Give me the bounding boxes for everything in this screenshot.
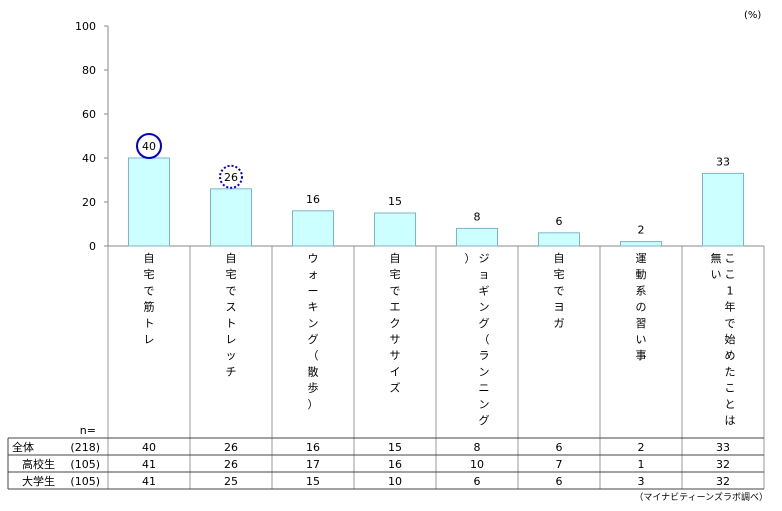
table-cell: 26: [224, 458, 238, 471]
table-cell: 15: [306, 475, 320, 488]
category-label: 自宅でエクササイズ: [390, 252, 401, 395]
unit-label: (%): [744, 10, 762, 21]
table-cell: 15: [388, 441, 402, 454]
n-label: n=: [80, 424, 96, 437]
data-label: 16: [306, 193, 320, 206]
source-note: （マイナビティーンズラボ調べ）: [634, 493, 768, 503]
bar: [456, 227, 498, 247]
table-cell: 16: [306, 441, 320, 454]
table-row-n: (218): [70, 441, 100, 454]
table-cell: 1: [638, 458, 645, 471]
table-row-n: (105): [70, 458, 100, 471]
y-tick-label: 40: [82, 152, 96, 165]
table-cell: 7: [556, 458, 563, 471]
table-row-label: 大学生: [22, 474, 55, 488]
data-label: 8: [474, 210, 481, 223]
bar: [128, 157, 170, 247]
table-cell: 6: [556, 441, 563, 454]
category-label: ジョギング（ランニング: [479, 252, 490, 427]
category-label: 自宅で筋トレ: [144, 252, 155, 346]
y-tick-label: 0: [89, 240, 96, 253]
category-label: 運動系の習い事: [636, 252, 647, 362]
y-tick-label: 60: [82, 108, 96, 121]
table-cell: 25: [224, 475, 238, 488]
category-label: ウォーキング（散歩）: [308, 252, 319, 411]
category-label: 自宅でヨガ: [554, 252, 565, 330]
bar: [620, 241, 662, 247]
table-cell: 32: [716, 458, 730, 471]
table-cell: 26: [224, 441, 238, 454]
table-cell: 8: [474, 441, 481, 454]
table-cell: 41: [142, 475, 156, 488]
table-row-label: 全体: [12, 440, 34, 454]
data-label: 40: [142, 140, 156, 153]
table-cell: 2: [638, 441, 645, 454]
table-row-n: (105): [70, 475, 100, 488]
table-cell: 40: [142, 441, 156, 454]
table-cell: 6: [474, 475, 481, 488]
table-cell: 6: [556, 475, 563, 488]
table-cell: 10: [388, 475, 402, 488]
y-tick-label: 20: [82, 196, 96, 209]
category-label: ）: [465, 252, 476, 265]
table-cell: 3: [638, 475, 645, 488]
data-label: 26: [224, 171, 238, 184]
y-tick-label: 100: [75, 20, 96, 33]
bar: [374, 212, 416, 247]
data-label: 33: [716, 155, 730, 168]
bar: [292, 210, 334, 247]
bar: [538, 232, 580, 247]
category-label: ここ 1 年で始めたことは: [725, 252, 736, 427]
table-cell: 41: [142, 458, 156, 471]
category-label: 自宅でストレッチ: [226, 252, 237, 378]
data-label: 2: [638, 224, 645, 237]
highlight-circle: [219, 164, 243, 189]
data-label: 15: [388, 195, 402, 208]
bar: [210, 188, 252, 247]
table-cell: 33: [716, 441, 730, 454]
category-label: 無い: [711, 251, 722, 281]
data-label: 6: [556, 215, 563, 228]
y-tick-label: 80: [82, 64, 96, 77]
table-cell: 32: [716, 475, 730, 488]
table-cell: 10: [470, 458, 484, 471]
table-cell: 16: [388, 458, 402, 471]
table-row-label: 高校生: [22, 457, 55, 471]
highlight-circle: [136, 133, 162, 159]
bar: [702, 172, 744, 247]
table-cell: 17: [306, 458, 320, 471]
